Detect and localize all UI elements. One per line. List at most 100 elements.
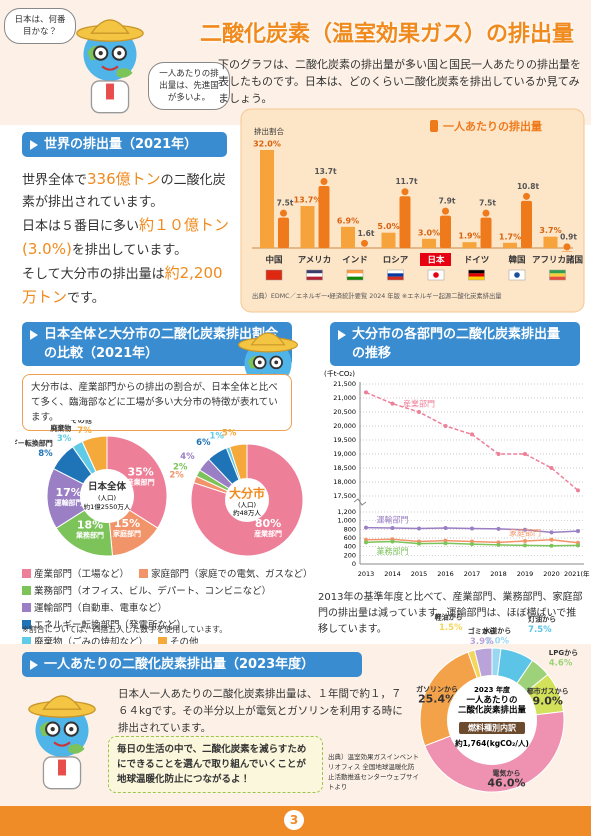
section-heading: 世界の排出量（2021年） xyxy=(22,132,227,157)
category-label: 産業部門 xyxy=(127,477,155,486)
category-label: アメリカ xyxy=(298,256,332,266)
value-label: 10.8t xyxy=(517,182,540,191)
category-label: その他 xyxy=(71,420,92,425)
category-label: 軽油から xyxy=(435,612,463,621)
flag xyxy=(468,276,485,280)
marker xyxy=(390,539,395,544)
center-text: 二酸化炭素排出量 xyxy=(458,705,527,716)
person-head xyxy=(482,209,490,217)
value-label: 5% xyxy=(222,428,237,438)
legend-item: エネルギー転換部門（発電所など） xyxy=(22,617,186,631)
speech-box: 大分市は、産業部門からの排出の割合が、日本全体と比べて多く、臨海部などに工場が多… xyxy=(22,374,292,431)
y-tick-label: 20,000 xyxy=(333,422,356,430)
text: 日本は５番目に多い xyxy=(22,219,140,234)
legend-swatch xyxy=(22,636,31,646)
marker xyxy=(523,539,527,544)
text: の二酸化炭素が排出されています。 xyxy=(22,173,226,210)
series-label: 業務部門 xyxy=(377,546,409,556)
category-label: エネルギー転換部門 xyxy=(15,439,53,448)
pie-title: 大分市 xyxy=(229,486,265,501)
category-label: ガソリンから xyxy=(416,685,458,694)
marker xyxy=(549,537,554,542)
series-label: 家庭部門 xyxy=(509,528,541,538)
category-label: 水道から xyxy=(482,626,511,635)
value-label: 18% xyxy=(77,518,103,531)
value-label: 11.7t xyxy=(395,177,418,186)
total: 約1,764(kgCO₂/人) xyxy=(454,738,529,748)
flag xyxy=(387,273,404,277)
value-label: 7.9t xyxy=(439,197,456,206)
text: です。 xyxy=(67,291,105,306)
center-disc xyxy=(225,478,269,522)
person-bar xyxy=(318,186,330,248)
flag xyxy=(549,270,566,274)
person-bar xyxy=(440,215,451,248)
value-label: 80% xyxy=(255,517,281,530)
flag xyxy=(306,273,323,277)
text: そして大分市の排出量は xyxy=(22,267,165,282)
category-label: 都市ガスから xyxy=(526,686,569,695)
marker xyxy=(549,466,554,470)
legend-label: エネルギー転換部門（発電所など） xyxy=(34,620,187,631)
y-tick-label: 18,000 xyxy=(333,478,356,486)
category-label: ゴミから xyxy=(468,627,496,636)
value-label: 32.0% xyxy=(253,140,281,149)
category-label: アフリカ諸国 xyxy=(532,255,583,266)
value-label: 3.9% xyxy=(470,637,494,647)
y-tick-label: 19,500 xyxy=(333,436,356,444)
value-label: 6% xyxy=(196,438,211,448)
y-tick-label: 17,500 xyxy=(333,492,356,500)
flag xyxy=(306,276,323,280)
value-label: 5.0% xyxy=(377,222,399,231)
y-tick-label: 1,200 xyxy=(337,508,356,516)
bar xyxy=(260,150,274,248)
value-label: 7.5% xyxy=(528,625,552,635)
bar xyxy=(503,242,517,248)
legend-swatch xyxy=(22,602,31,612)
section-text: 2013年の基準年度と比べて、産業部門、業務部門、家庭部門の排出量は減っています… xyxy=(318,592,583,635)
value-label: 3.7% xyxy=(539,226,561,235)
person-bar xyxy=(399,196,411,248)
text: 世界全体で xyxy=(22,173,88,188)
value-label: 3% xyxy=(57,434,72,444)
x-tick-label: 2019 xyxy=(517,570,534,578)
marker xyxy=(549,543,554,548)
x-tick-label: 2016 xyxy=(437,570,454,578)
category-label: LPGから xyxy=(549,649,578,657)
x-tick-label: 2014 xyxy=(384,570,401,578)
center-disc xyxy=(80,469,134,523)
y-tick-label: 800 xyxy=(344,525,356,533)
legend-swatch xyxy=(22,619,31,629)
flag-border xyxy=(306,269,323,281)
flag xyxy=(549,276,566,280)
value-label: 3.0% xyxy=(418,228,440,237)
marker xyxy=(523,452,527,456)
y-tick-label: 21,500 xyxy=(333,380,356,388)
marker xyxy=(549,530,554,535)
page-number: 3 xyxy=(284,810,304,830)
series-label: 産業部門 xyxy=(403,399,435,409)
category-label: 灯油から xyxy=(528,615,556,624)
value-label: 8% xyxy=(38,449,53,459)
person-bar xyxy=(521,200,532,248)
note: ※割合については、四捨五入した数字を使用しています。 xyxy=(22,625,228,634)
marker xyxy=(364,525,368,530)
y-tick-label: 21,000 xyxy=(333,394,356,402)
intro-text: 下のグラフは、二酸化炭素の排出量が多い国と国民一人あたりの排出量を表したものです… xyxy=(218,58,581,105)
legend-swatch xyxy=(158,636,168,646)
marker xyxy=(470,542,474,547)
legend-label: 業務部門（オフィス、ビル、デパート、コンビニなど） xyxy=(34,586,272,597)
value-label: 46.0% xyxy=(487,777,525,790)
marker xyxy=(523,527,527,532)
series-label: 排出割合 xyxy=(254,126,284,136)
highlight: 336億トン xyxy=(87,170,161,188)
person-head xyxy=(563,243,571,251)
x-tick-label: 2017 xyxy=(464,570,481,578)
value-label: 25.4% xyxy=(418,693,456,706)
population-label: (人口) xyxy=(98,494,116,502)
legend-item: 家庭部門（家庭での電気、ガスなど） xyxy=(139,566,313,580)
y-tick-label: 19,000 xyxy=(333,450,356,458)
text: を排出しています。 xyxy=(71,243,188,258)
legend-item: その他 xyxy=(158,634,199,648)
marker xyxy=(443,541,448,546)
